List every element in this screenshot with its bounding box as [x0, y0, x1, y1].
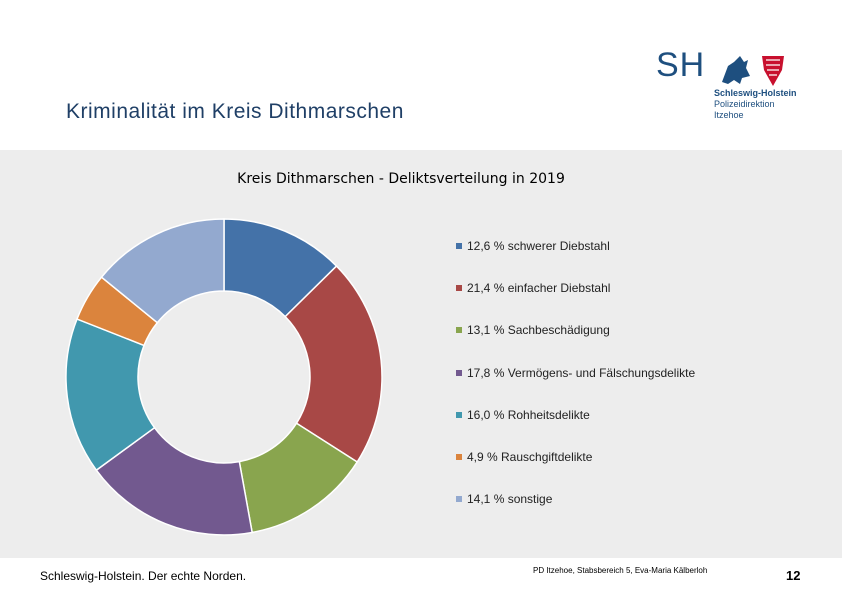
donut-slice-sonstige [100, 218, 225, 324]
legend-swatch [456, 243, 462, 249]
donut-slices [65, 218, 383, 536]
legend-label: 21,4 % einfacher Diebstahl [467, 281, 611, 296]
page-title: Kriminalität im Kreis Dithmarschen [66, 100, 404, 123]
logo-line-2: Polizeidirektion [714, 99, 775, 109]
legend-swatch [456, 327, 462, 334]
legend-swatch [456, 454, 462, 460]
legend-swatch [456, 496, 462, 503]
page-number: 12 [786, 568, 801, 583]
chart-title: Kreis Dithmarschen - Deliktsverteilung i… [237, 171, 565, 187]
footer-brand: Schleswig-Holstein. [40, 569, 145, 583]
footer-credit: PD Itzehoe, Stabsbereich 5, Eva-Maria Kä… [533, 566, 708, 575]
legend-label: 17,8 % Vermögens- und Fälschungsdelikte [467, 365, 696, 380]
footer-slogan: Schleswig-Holstein. Der echte Norden. [40, 569, 246, 583]
logo-text: Schleswig-Holstein Polizeidirektion Itze… [714, 88, 797, 121]
legend-label: 12,6 % schwerer Diebstahl [467, 239, 610, 253]
legend-label: 16,0 % Rohheitsdelikte [467, 407, 590, 422]
donut-chart [65, 218, 383, 536]
legend-swatch [456, 285, 462, 292]
organization-logo: SH Schleswig-Holstein Polizeidirektion I… [656, 46, 816, 126]
legend-swatch [456, 411, 462, 418]
legend-label: 13,1 % Sachbeschädigung [467, 323, 610, 338]
legend-swatch [456, 369, 462, 376]
legend-label: 4,9 % Rauschgiftdelikte [467, 450, 593, 464]
donut-slice-einfacher-diebstahl [284, 265, 383, 463]
logo-line-3: Itzehoe [714, 110, 744, 120]
coat-of-arms-icon [722, 56, 784, 86]
logo-line-1: Schleswig-Holstein [714, 88, 797, 98]
footer-tagline: Der echte Norden. [144, 569, 247, 583]
logo-sh-mark: SH [656, 46, 706, 84]
legend-label: 14,1 % sonstige [467, 492, 553, 507]
